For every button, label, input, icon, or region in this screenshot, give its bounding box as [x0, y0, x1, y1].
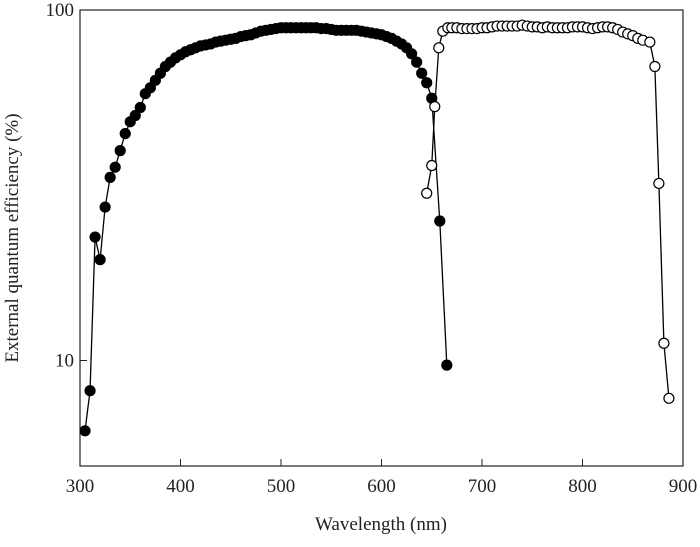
- x-tick-label: 900: [669, 476, 698, 497]
- data-point: [94, 254, 106, 266]
- data-point: [421, 187, 433, 199]
- series-line: [84, 27, 448, 431]
- data-point: [421, 77, 433, 89]
- data-point: [99, 201, 111, 213]
- x-tick-label: 600: [367, 476, 396, 497]
- x-tick-label: 800: [568, 476, 597, 497]
- data-point: [109, 161, 121, 173]
- data-point: [416, 67, 428, 79]
- x-tick-label: 700: [468, 476, 497, 497]
- data-point: [663, 392, 675, 404]
- data-point: [433, 42, 445, 54]
- x-axis-label: Wavelength (nm): [315, 514, 447, 535]
- data-point: [653, 177, 665, 190]
- x-tick-label: 500: [267, 476, 296, 497]
- data-point: [426, 159, 438, 172]
- x-tick-label: 400: [166, 476, 195, 497]
- data-point: [429, 101, 441, 113]
- series-line: [426, 24, 670, 399]
- plot-frame: [79, 9, 684, 467]
- data-point: [434, 215, 446, 227]
- data-point: [411, 56, 423, 68]
- y-axis-label: External quantum efficiency (%): [2, 113, 23, 362]
- data-point: [80, 425, 91, 437]
- data-point: [441, 359, 453, 371]
- data-point: [104, 171, 116, 183]
- data-point: [114, 145, 126, 157]
- data-point: [129, 109, 141, 122]
- y-tick-label: 100: [46, 0, 75, 21]
- data-point: [119, 127, 131, 140]
- data-point: [406, 48, 418, 60]
- data-point: [134, 101, 146, 114]
- plot-area: [80, 19, 675, 437]
- data-point: [649, 60, 661, 73]
- x-tick-label: 300: [66, 476, 95, 497]
- data-point: [89, 231, 101, 243]
- data-point: [658, 337, 670, 349]
- data-point: [84, 385, 96, 397]
- y-tick-label: 10: [55, 350, 74, 371]
- data-point: [644, 36, 656, 48]
